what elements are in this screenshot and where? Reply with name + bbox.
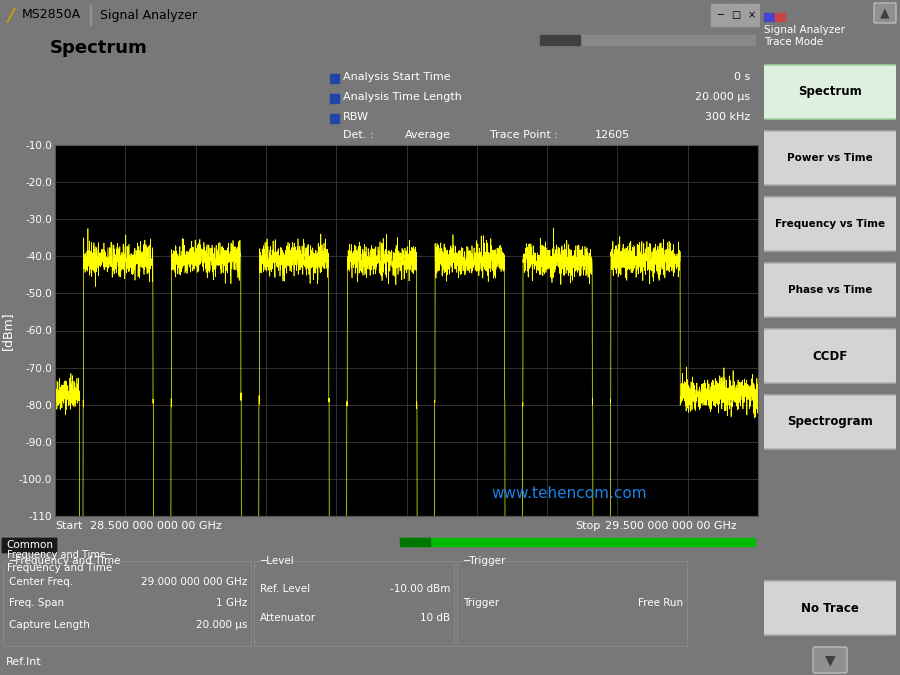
- Text: Freq. Span: Freq. Span: [9, 599, 64, 608]
- Text: Start: Start: [55, 521, 83, 531]
- Text: 20.000 μs: 20.000 μs: [195, 620, 247, 630]
- Text: CCDF: CCDF: [813, 350, 848, 362]
- FancyBboxPatch shape: [762, 329, 897, 383]
- Text: Trace Mode: Trace Mode: [764, 37, 824, 47]
- Text: Average: Average: [405, 130, 451, 140]
- Text: Spectrum: Spectrum: [798, 86, 862, 99]
- Y-axis label: [dBm]: [dBm]: [0, 311, 14, 350]
- Text: Ref.Int: Ref.Int: [6, 657, 41, 667]
- Bar: [727, 4, 745, 26]
- Bar: [3, 561, 251, 646]
- Bar: [400, 538, 755, 546]
- Bar: [711, 4, 729, 26]
- Bar: [90, 5, 91, 25]
- Text: Trace Point :: Trace Point :: [490, 130, 558, 140]
- Text: ─Trigger: ─Trigger: [463, 556, 506, 566]
- FancyBboxPatch shape: [762, 131, 897, 185]
- Bar: [400, 538, 430, 546]
- Text: Trigger: Trigger: [463, 599, 500, 608]
- Text: ▼: ▼: [824, 653, 835, 667]
- FancyBboxPatch shape: [762, 263, 897, 317]
- Text: ─Level: ─Level: [260, 556, 293, 566]
- Text: Center Freq.: Center Freq.: [9, 577, 73, 587]
- Text: □: □: [732, 10, 741, 20]
- Text: Frequency and Time─: Frequency and Time─: [7, 550, 112, 560]
- FancyBboxPatch shape: [762, 65, 897, 119]
- Text: ×: ×: [748, 10, 756, 20]
- Bar: [330, 74, 339, 83]
- Text: 29.000 000 000 GHz: 29.000 000 000 GHz: [140, 577, 247, 587]
- Bar: [254, 561, 454, 646]
- Bar: [743, 4, 761, 26]
- Text: ▲: ▲: [880, 7, 890, 20]
- Bar: [3, 561, 251, 646]
- FancyBboxPatch shape: [813, 647, 847, 673]
- Bar: [540, 35, 580, 45]
- Text: 300 kHz: 300 kHz: [705, 112, 750, 122]
- Text: Common: Common: [6, 540, 53, 550]
- Text: Attenuator: Attenuator: [260, 613, 316, 622]
- Bar: [764, 13, 774, 21]
- Text: 12605: 12605: [595, 130, 630, 140]
- Text: Free Run: Free Run: [638, 599, 683, 608]
- Text: RBW: RBW: [343, 112, 369, 122]
- Bar: [330, 114, 339, 123]
- Text: 0 s: 0 s: [734, 72, 750, 82]
- Text: 20.000 μs: 20.000 μs: [695, 92, 750, 102]
- Text: MS2850A: MS2850A: [22, 9, 81, 22]
- Bar: [3, 561, 251, 646]
- Text: Phase vs Time: Phase vs Time: [788, 285, 872, 295]
- Text: ─Frequency and Time: ─Frequency and Time: [9, 556, 121, 566]
- Bar: [457, 561, 687, 646]
- Bar: [540, 35, 755, 45]
- FancyBboxPatch shape: [762, 395, 897, 450]
- FancyBboxPatch shape: [874, 3, 896, 23]
- Text: Power vs Time: Power vs Time: [788, 153, 873, 163]
- Text: Frequency vs Time: Frequency vs Time: [775, 219, 885, 229]
- Bar: [775, 13, 785, 21]
- Text: 1 GHz: 1 GHz: [216, 599, 247, 608]
- Text: No Trace: No Trace: [801, 601, 859, 614]
- Text: Capture Length: Capture Length: [9, 620, 90, 630]
- Text: /: /: [8, 6, 14, 24]
- FancyBboxPatch shape: [762, 196, 897, 251]
- Text: Ref. Level: Ref. Level: [260, 585, 310, 594]
- Text: Signal Analyzer: Signal Analyzer: [100, 9, 197, 22]
- Bar: [330, 94, 339, 103]
- Text: Analysis Time Length: Analysis Time Length: [343, 92, 462, 102]
- Text: -10.00 dBm: -10.00 dBm: [390, 585, 450, 594]
- Text: 29.500 000 000 00 GHz: 29.500 000 000 00 GHz: [605, 521, 737, 531]
- Text: Signal Analyzer: Signal Analyzer: [764, 25, 845, 35]
- Text: Frequency and Time: Frequency and Time: [7, 563, 112, 573]
- Text: Spectrum: Spectrum: [50, 39, 148, 57]
- FancyBboxPatch shape: [762, 580, 897, 635]
- Text: www.tehencom.com: www.tehencom.com: [491, 486, 646, 502]
- Text: Stop: Stop: [575, 521, 600, 531]
- Text: 10 dB: 10 dB: [420, 613, 450, 622]
- Text: Det. :: Det. :: [343, 130, 373, 140]
- Text: 28.500 000 000 00 GHz: 28.500 000 000 00 GHz: [90, 521, 221, 531]
- Text: Analysis Start Time: Analysis Start Time: [343, 72, 451, 82]
- Text: Spectrogram: Spectrogram: [788, 416, 873, 429]
- Text: ─: ─: [717, 10, 723, 20]
- FancyBboxPatch shape: [1, 537, 58, 554]
